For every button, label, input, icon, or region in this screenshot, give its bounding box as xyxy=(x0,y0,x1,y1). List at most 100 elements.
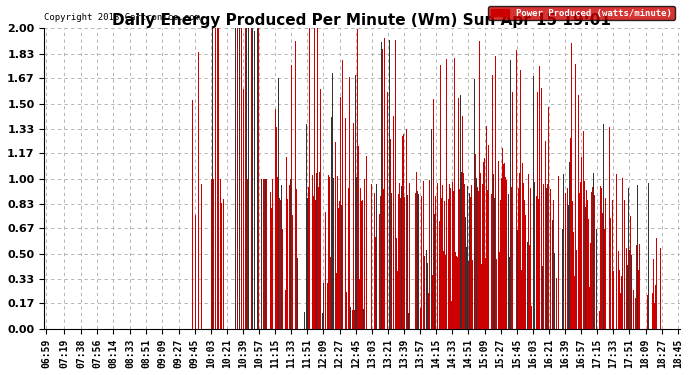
Bar xyxy=(319,172,320,329)
Bar xyxy=(610,218,611,329)
Bar xyxy=(361,95,362,329)
Bar xyxy=(518,189,519,329)
Bar xyxy=(441,198,442,329)
Bar xyxy=(618,251,619,329)
Bar xyxy=(459,189,460,329)
Bar xyxy=(484,158,485,329)
Bar xyxy=(337,176,338,329)
Bar xyxy=(656,238,657,329)
Bar xyxy=(579,193,580,329)
Bar xyxy=(435,196,436,329)
Bar xyxy=(330,257,331,329)
Bar xyxy=(612,200,613,329)
Bar xyxy=(589,287,590,329)
Bar xyxy=(455,252,456,329)
Bar xyxy=(366,156,367,329)
Bar xyxy=(362,200,363,329)
Bar xyxy=(289,185,290,329)
Bar xyxy=(613,272,614,329)
Bar xyxy=(653,259,654,329)
Bar xyxy=(213,179,214,329)
Bar xyxy=(537,92,538,329)
Bar xyxy=(616,174,618,329)
Bar xyxy=(479,41,480,329)
Bar xyxy=(555,278,557,329)
Bar xyxy=(531,306,533,329)
Bar xyxy=(329,177,330,329)
Bar xyxy=(485,258,486,329)
Bar xyxy=(546,184,548,329)
Bar xyxy=(446,59,447,329)
Bar xyxy=(399,183,400,329)
Bar xyxy=(601,188,602,329)
Bar xyxy=(429,180,431,329)
Bar xyxy=(279,198,280,329)
Bar xyxy=(448,199,449,329)
Bar xyxy=(545,141,546,329)
Bar xyxy=(348,188,349,329)
Bar xyxy=(525,214,526,329)
Bar xyxy=(636,245,637,329)
Bar xyxy=(622,178,623,329)
Bar xyxy=(346,292,347,329)
Bar xyxy=(591,192,592,329)
Bar xyxy=(451,301,452,329)
Bar xyxy=(292,215,293,329)
Bar xyxy=(290,65,292,329)
Bar xyxy=(325,212,326,329)
Bar xyxy=(580,182,581,329)
Bar xyxy=(452,182,453,329)
Legend: Power Produced (watts/minute): Power Produced (watts/minute) xyxy=(489,6,675,20)
Bar xyxy=(403,134,404,329)
Bar xyxy=(488,145,489,329)
Bar xyxy=(424,256,425,329)
Bar xyxy=(498,161,500,329)
Bar xyxy=(404,197,405,329)
Bar xyxy=(433,99,434,329)
Bar xyxy=(280,200,281,329)
Bar xyxy=(511,188,512,329)
Bar xyxy=(358,146,359,329)
Bar xyxy=(524,200,525,329)
Bar xyxy=(370,172,371,329)
Bar xyxy=(423,181,424,329)
Bar xyxy=(482,184,483,329)
Bar xyxy=(468,261,469,329)
Bar xyxy=(396,238,397,329)
Bar xyxy=(586,190,587,329)
Bar xyxy=(320,89,322,329)
Bar xyxy=(587,200,588,329)
Bar xyxy=(359,189,361,329)
Bar xyxy=(340,97,341,329)
Bar xyxy=(654,303,655,329)
Bar xyxy=(211,179,212,329)
Bar xyxy=(282,229,283,329)
Bar xyxy=(264,179,265,329)
Bar xyxy=(583,131,584,329)
Bar xyxy=(495,260,497,329)
Bar xyxy=(464,184,465,329)
Bar xyxy=(450,188,451,329)
Bar xyxy=(550,189,551,329)
Bar xyxy=(475,154,476,329)
Bar xyxy=(457,257,458,329)
Bar xyxy=(503,164,504,329)
Bar xyxy=(387,92,388,329)
Bar xyxy=(257,28,259,329)
Bar xyxy=(621,276,622,329)
Bar xyxy=(308,28,310,329)
Bar xyxy=(400,198,401,329)
Bar xyxy=(295,41,296,329)
Bar xyxy=(528,174,529,329)
Bar xyxy=(480,173,482,329)
Bar xyxy=(375,237,376,329)
Bar xyxy=(371,184,372,329)
Bar xyxy=(576,251,577,329)
Bar xyxy=(501,178,502,329)
Bar xyxy=(638,270,639,329)
Bar xyxy=(349,77,350,329)
Bar xyxy=(558,176,559,329)
Bar xyxy=(328,175,329,329)
Bar xyxy=(237,28,238,329)
Bar xyxy=(620,292,621,329)
